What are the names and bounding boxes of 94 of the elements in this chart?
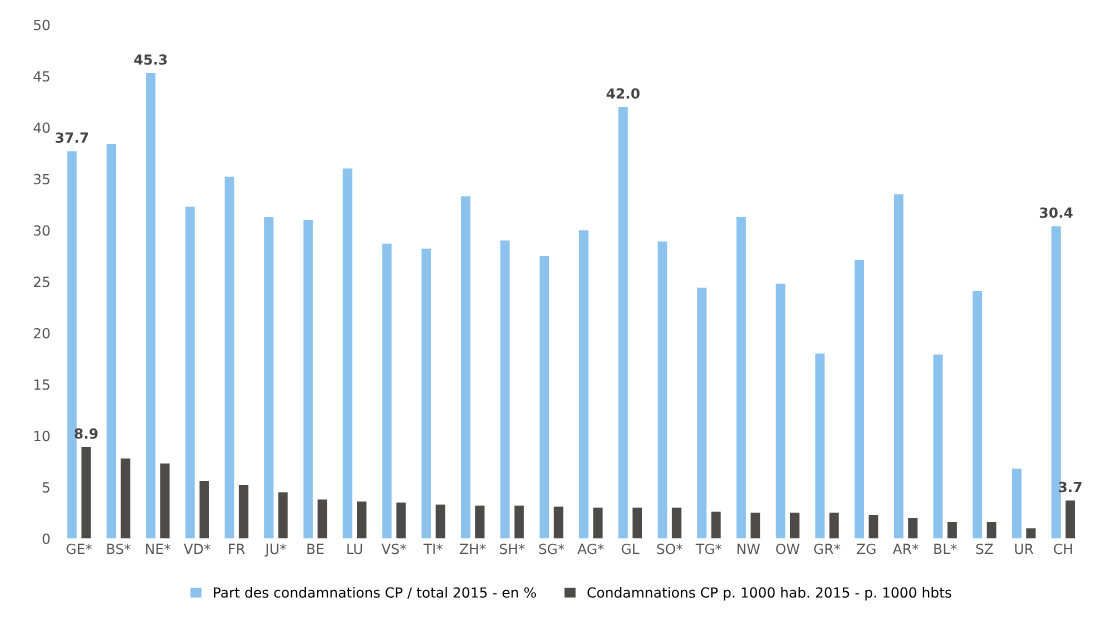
x-tick-label: GR*: [814, 543, 841, 555]
x-tick-label: VD*: [183, 543, 211, 554]
y-tick-label: 0: [42, 533, 50, 544]
bar: [750, 512, 761, 539]
bar: [657, 241, 668, 539]
bar: [120, 458, 131, 539]
bar: [671, 507, 682, 539]
bar: [278, 492, 288, 539]
bar: [185, 206, 195, 539]
bar: [421, 248, 431, 539]
bar: [775, 283, 786, 539]
x-tick-label: FR: [229, 543, 245, 554]
bar: [790, 512, 800, 539]
bar: [145, 73, 156, 539]
bar: [815, 353, 825, 539]
bar: [893, 194, 904, 539]
bar: [854, 260, 865, 539]
bar: [697, 287, 707, 539]
bar: [632, 507, 642, 539]
y-tick-label: 10: [34, 430, 50, 442]
x-tick-label: AR*: [892, 543, 919, 554]
x-tick-label: UR: [1015, 543, 1034, 555]
bar: [514, 505, 524, 539]
x-tick-label: TG*: [695, 543, 722, 555]
bar: [539, 255, 550, 539]
bar: [933, 354, 943, 539]
y-tick-label: 50: [33, 19, 50, 31]
data-label: 37.7: [55, 132, 89, 143]
bar: [1026, 528, 1036, 539]
bar: [475, 505, 485, 539]
x-tick-label: JU*: [264, 543, 287, 557]
bar: [460, 196, 471, 539]
bar: [593, 507, 603, 539]
bar: [238, 485, 249, 539]
bar: [356, 501, 367, 539]
bar: [435, 504, 446, 539]
bar: [711, 511, 721, 539]
x-tick-label: TI*: [423, 543, 443, 554]
x-tick-label: BS*: [107, 543, 131, 555]
bar: [199, 480, 209, 539]
x-tick-label: ZH*: [459, 543, 486, 554]
bar: [868, 514, 879, 539]
x-tick-label: CH: [1053, 543, 1072, 555]
x-tick-label: SG*: [539, 543, 565, 555]
bar: [500, 240, 510, 539]
legend-label: Part des condamnations CP / total 2015 - en %: [213, 586, 536, 599]
bar: [342, 168, 353, 539]
x-tick-label: OW: [776, 543, 800, 555]
data-label: 42.0: [606, 88, 640, 99]
bar: [618, 106, 628, 539]
x-tick-label: ZG: [856, 543, 876, 555]
x-tick-label: LU: [347, 543, 363, 555]
x-tick-label: GL: [621, 543, 640, 555]
data-label: 45.3: [134, 54, 167, 65]
x-tick-label: SO*: [657, 543, 683, 555]
bar: [303, 219, 313, 539]
y-tick-label: 5: [42, 482, 50, 493]
bar: [736, 216, 746, 539]
y-tick-label: 40: [33, 122, 50, 133]
x-tick-label: AG*: [577, 543, 604, 555]
y-tick-label: 25: [33, 276, 50, 288]
bar: [1051, 226, 1061, 539]
x-tick-label: BL*: [934, 543, 957, 554]
y-tick-label: 15: [34, 379, 50, 390]
x-tick-label: BE: [307, 543, 324, 554]
bar: [1012, 468, 1022, 539]
bar: [382, 243, 392, 539]
bar: [224, 176, 235, 539]
x-tick-label: NE*: [146, 543, 171, 554]
bar: [579, 230, 589, 539]
bar: [317, 499, 328, 539]
bar: [553, 506, 564, 539]
bar: [396, 502, 406, 539]
bar: [908, 517, 918, 539]
x-tick-label: SH*: [499, 543, 525, 555]
x-tick-label: SZ: [976, 543, 994, 555]
bar: [1065, 500, 1076, 539]
bar: [829, 512, 839, 539]
y-tick-label: 45: [33, 71, 50, 82]
y-tick-label: 30: [33, 225, 50, 236]
x-tick-label: VS*: [381, 543, 407, 555]
y-tick-label: 35: [33, 173, 50, 185]
bar: [986, 522, 997, 539]
bar: [106, 143, 117, 539]
y-tick-label: 20: [33, 327, 50, 339]
x-tick-label: GE*: [66, 543, 92, 555]
bar: [972, 290, 983, 539]
bar: [264, 216, 274, 539]
bar: [160, 463, 170, 539]
data-label: 30.4: [1039, 207, 1073, 218]
legend-label: Condamnations CP p. 1000 hab. 2015 - p. 1000 hbts: [587, 586, 952, 601]
x-tick-label: NW: [737, 543, 760, 554]
bar: [81, 447, 91, 539]
bar: [947, 522, 957, 539]
